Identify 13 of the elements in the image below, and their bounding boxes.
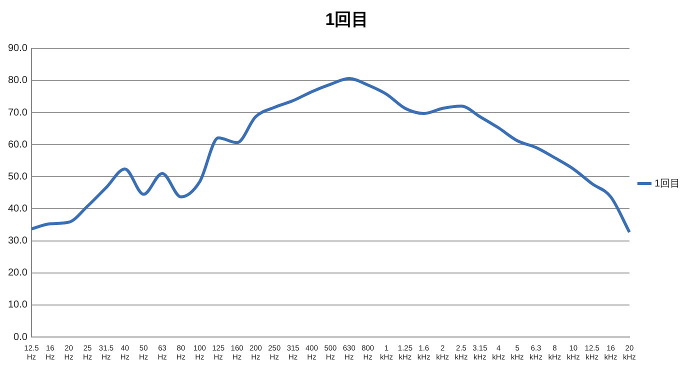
y-tick-label: 10.0: [8, 300, 28, 311]
y-tick-label: 90.0: [8, 43, 28, 54]
legend-label: 1回目: [654, 178, 680, 190]
y-tick-label: 80.0: [8, 75, 28, 86]
y-tick-label: 30.0: [8, 236, 28, 247]
y-tick-label: 20.0: [8, 268, 28, 279]
y-tick-label: 60.0: [8, 139, 28, 150]
chart-title: 1回目: [325, 10, 369, 29]
y-tick-label: 70.0: [8, 107, 28, 118]
line-series: [30, 77, 631, 234]
y-tick-label: 50.0: [8, 171, 28, 182]
y-tick-label: 0.0: [14, 332, 28, 343]
y-tick-label: 40.0: [8, 203, 28, 214]
